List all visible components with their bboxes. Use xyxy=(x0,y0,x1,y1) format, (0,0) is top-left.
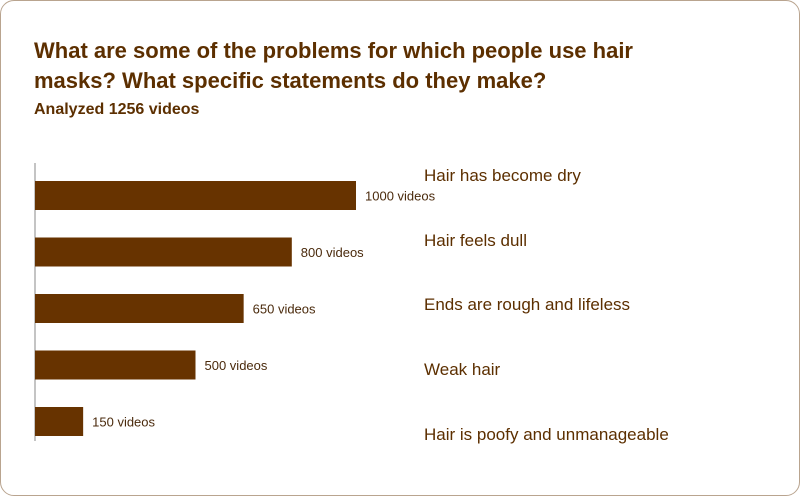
category-label: Hair has become dry xyxy=(424,166,581,185)
category-label: Hair feels dull xyxy=(424,231,527,250)
bar xyxy=(35,350,196,380)
category-label: Hair is poofy and unmanageable xyxy=(424,425,669,444)
bar xyxy=(35,237,292,267)
category-label: Weak hair xyxy=(424,360,501,379)
bar xyxy=(35,294,244,323)
category-label: Ends are rough and lifeless xyxy=(424,295,631,314)
bar-value-label: 150 videos xyxy=(92,415,155,430)
bar-value-label: 650 videos xyxy=(253,302,316,317)
bars-group: 1000 videos 800 videos 650 videos 500 video… xyxy=(35,181,436,436)
bar xyxy=(35,181,356,210)
bar-value-label: 1000 videos xyxy=(365,189,436,204)
bar-value-label: 500 videos xyxy=(205,358,268,373)
bar-value-label: 800 videos xyxy=(301,245,364,260)
bar xyxy=(35,407,84,436)
chart-subtitle: Analyzed 1256 videos xyxy=(34,101,200,118)
chart-title: What are some of the problems for which … xyxy=(34,38,633,93)
